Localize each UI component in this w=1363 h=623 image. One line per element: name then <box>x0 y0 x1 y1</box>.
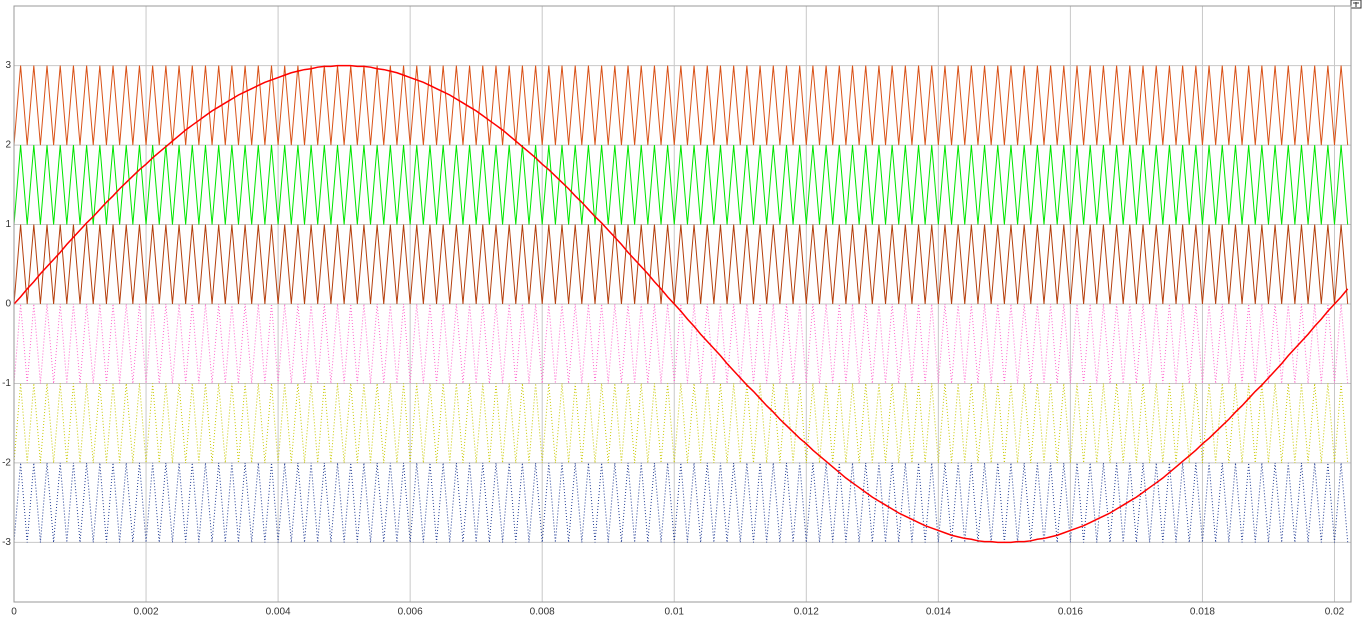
x-tick-label: 0.02 <box>1325 607 1345 618</box>
y-tick-label: 0 <box>5 299 11 310</box>
plot-frame <box>13 5 1352 603</box>
x-tick-label: 0.018 <box>1190 607 1215 618</box>
x-tick-label: 0.01 <box>665 607 685 618</box>
series-line <box>13 145 1349 225</box>
y-tick-label: 3 <box>5 60 11 71</box>
y-tick-label: -2 <box>2 458 11 469</box>
x-tick-label: 0.016 <box>1058 607 1083 618</box>
y-tick-label: 2 <box>5 140 11 151</box>
series-line <box>13 64 1349 544</box>
scope-button-icon <box>1353 2 1359 7</box>
x-tick-label: 0.014 <box>926 607 951 618</box>
x-tick-label: 0.002 <box>134 607 159 618</box>
x-tick-label: 0.004 <box>266 607 291 618</box>
series-line <box>13 224 1349 305</box>
x-tick-label: 0 <box>11 607 17 618</box>
series-line <box>13 65 1349 146</box>
y-tick-label: -3 <box>2 537 11 548</box>
y-tick-label: 1 <box>5 219 11 230</box>
x-tick-label: 0.012 <box>794 607 819 618</box>
x-tick-label: 0.006 <box>398 607 423 618</box>
x-tick-label: 0.008 <box>530 607 555 618</box>
y-tick-label: -1 <box>2 378 11 389</box>
